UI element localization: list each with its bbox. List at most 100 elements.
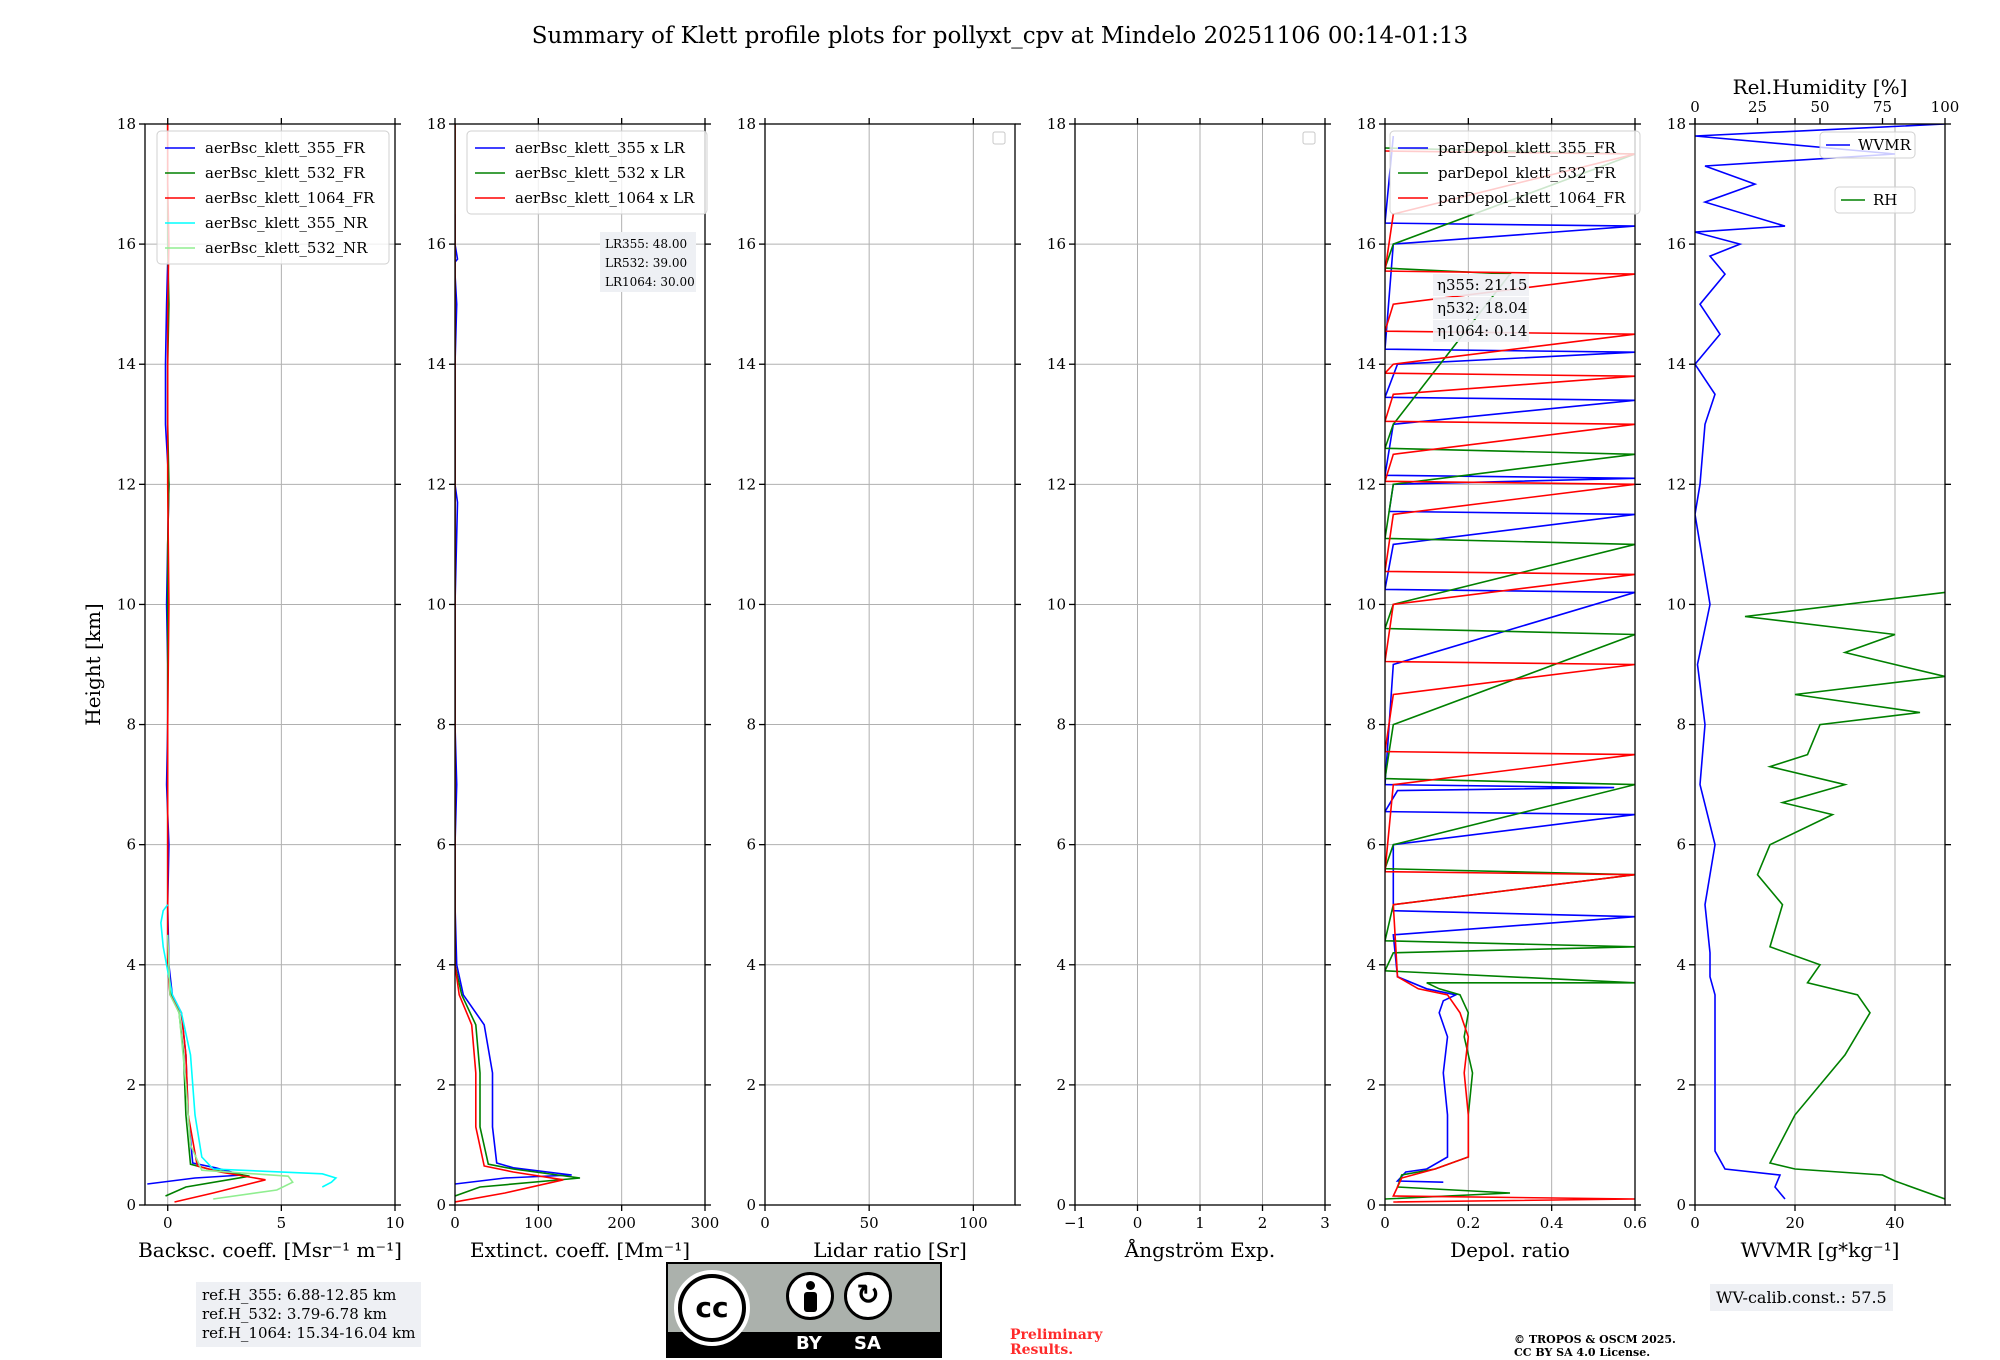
x-axis-label: Backsc. coeff. [Msr⁻¹ m⁻¹] — [138, 1238, 402, 1262]
x-tick-label: 40 — [1885, 1214, 1904, 1232]
x-tick-label: 1 — [1195, 1214, 1205, 1232]
y-tick-label: 8 — [1676, 716, 1686, 734]
y-tick-label: 10 — [1047, 595, 1066, 613]
y-tick-label: 6 — [436, 836, 446, 854]
figure-title: Summary of Klett profile plots for polly… — [532, 23, 1468, 49]
y-tick-label: 6 — [1056, 836, 1066, 854]
y-tick-label: 0 — [1676, 1196, 1686, 1214]
y-tick-label: 2 — [126, 1076, 136, 1094]
x-axis-label: WVMR [g*kg⁻¹] — [1741, 1238, 1900, 1262]
copyright-line-1: © TROPOS & OSCM 2025. — [1514, 1333, 1676, 1346]
y-tick-label: 2 — [1366, 1076, 1376, 1094]
y-tick-label: 6 — [126, 836, 136, 854]
empty-legend-box — [992, 131, 1006, 145]
x-tick-label: 5 — [277, 1214, 287, 1232]
x-axis-label: Depol. ratio — [1450, 1238, 1570, 1262]
legend-label: RH — [1873, 191, 1897, 209]
x-tick-label: 10 — [385, 1214, 404, 1232]
y-tick-label: 8 — [746, 716, 756, 734]
x-tick-label: 100 — [524, 1214, 553, 1232]
ref-height-532: ref.H_532: 3.79-6.78 km — [202, 1305, 387, 1323]
cc-logo-icon: cc — [674, 1270, 750, 1346]
y-tick-label: 12 — [427, 475, 446, 493]
y-tick-label: 4 — [1366, 956, 1376, 974]
legend-label: WVMR — [1858, 136, 1912, 154]
axes-frame — [144, 123, 396, 1206]
legend-label: aerBsc_klett_1064_FR — [205, 189, 375, 207]
wv-calib-box: WV-calib.const.: 57.5 — [1710, 1284, 1893, 1311]
lidar-ratio-box — [600, 232, 696, 292]
legend-box — [466, 130, 708, 215]
cc-text: cc — [682, 1278, 742, 1338]
series-line-aerBsc_klett_532_NR — [166, 934, 294, 1200]
x-tick-label: 0 — [1380, 1214, 1390, 1232]
legend-box — [1819, 131, 1916, 159]
x-tick-label: 2 — [1258, 1214, 1268, 1232]
y-tick-label: 10 — [117, 595, 136, 613]
y-tick-label: 4 — [746, 956, 756, 974]
x-tick-label: 0 — [163, 1214, 173, 1232]
y-tick-label: 6 — [1366, 836, 1376, 854]
panel-lr: 0 2 4 6 8 10 12 14 16 18 0 50 100 Lidar ratio [Sr] — [737, 115, 1021, 1262]
y-tick-label: 10 — [737, 595, 756, 613]
x-tick-label: 200 — [607, 1214, 636, 1232]
x-tick-label: 50 — [860, 1214, 879, 1232]
x-tick-label: 0.4 — [1540, 1214, 1564, 1232]
y-tick-label: 14 — [427, 355, 446, 373]
sa-share-icon: ↻ — [844, 1272, 892, 1320]
y-tick-label: 10 — [427, 595, 446, 613]
eta-text: η532: 18.04 — [1437, 299, 1527, 317]
lidar-ratio-text: LR1064: 30.00 — [605, 275, 695, 289]
legend-box — [1389, 130, 1641, 215]
series-line-aerBsc_klett_355_FR — [147, 262, 243, 1185]
legend-label: aerBsc_klett_355 x LR — [515, 139, 686, 157]
y-tick-label: 0 — [746, 1196, 756, 1214]
x-tick-label: 0 — [760, 1214, 770, 1232]
legend-label: parDepol_klett_532_FR — [1438, 164, 1616, 182]
x-tick-label: 0 — [1133, 1214, 1143, 1232]
y-tick-label: 18 — [427, 115, 446, 133]
top-axis-label: Rel.Humidity [%] — [1733, 75, 1908, 99]
y-tick-label: 8 — [436, 716, 446, 734]
lidar-ratio-text: LR532: 39.00 — [605, 256, 687, 270]
series-line-aerBsc_klett_1064 x LR — [455, 124, 564, 1203]
ref-height-box: ref.H_355: 6.88-12.85 km ref.H_532: 3.79… — [196, 1282, 422, 1347]
y-tick-label: 2 — [1676, 1076, 1686, 1094]
y-tick-label: 16 — [427, 235, 446, 253]
top-axis-tick-label: 25 — [1748, 98, 1767, 116]
y-tick-label: 2 — [436, 1076, 446, 1094]
series-line-parDepol_klett_355_FR — [1385, 135, 1635, 1183]
x-axis-label: Ångström Exp. — [1124, 1237, 1275, 1262]
preliminary-line-2: Results. — [1010, 1342, 1074, 1358]
y-tick-label: 12 — [1047, 475, 1066, 493]
y-tick-label: 4 — [1676, 956, 1686, 974]
eta-text: η1064: 0.14 — [1437, 322, 1527, 340]
y-tick-label: 16 — [1357, 235, 1376, 253]
x-axis-label: Extinct. coeff. [Mm⁻¹] — [470, 1238, 690, 1262]
series-line-RH — [1744, 591, 1945, 1200]
y-axis-label: Height [km] — [81, 603, 105, 725]
x-tick-label: 0 — [1690, 1214, 1700, 1232]
y-tick-label: 0 — [1366, 1196, 1376, 1214]
y-tick-label: 16 — [1667, 235, 1686, 253]
series-line-WVMR — [1695, 124, 1945, 1200]
y-tick-label: 8 — [1366, 716, 1376, 734]
sa-label: SA — [854, 1333, 881, 1354]
legend-label: parDepol_klett_1064_FR — [1438, 189, 1626, 207]
y-tick-label: 18 — [1047, 115, 1066, 133]
y-tick-label: 0 — [436, 1196, 446, 1214]
lidar-ratio-text: LR355: 48.00 — [605, 237, 687, 251]
x-tick-label: 0 — [450, 1214, 460, 1232]
legend-box — [1834, 186, 1916, 214]
axes-frame — [1384, 123, 1636, 1206]
series-line-parDepol_klett_532_FR — [1385, 147, 1635, 1200]
y-tick-label: 14 — [1357, 355, 1376, 373]
y-tick-label: 4 — [1056, 956, 1066, 974]
y-tick-label: 10 — [1667, 595, 1686, 613]
by-person-icon — [786, 1272, 834, 1320]
legend: aerBsc_klett_355_FR aerBsc_klett_532_FRae… — [156, 130, 390, 265]
eta-box — [1433, 320, 1529, 342]
